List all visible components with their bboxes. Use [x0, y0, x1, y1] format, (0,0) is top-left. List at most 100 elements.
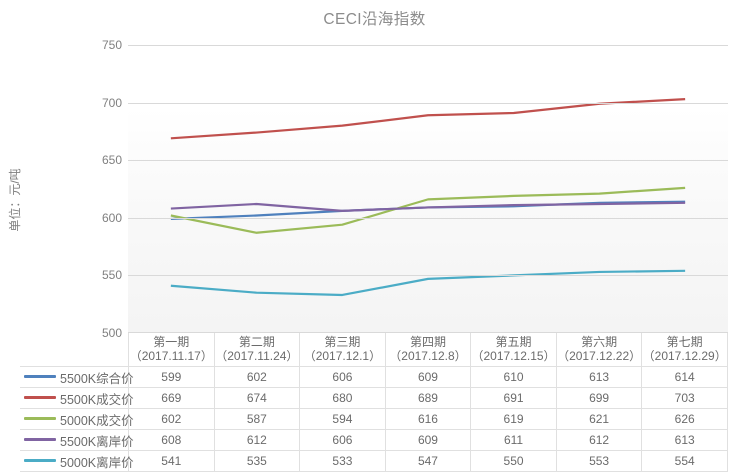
table-header-row: 第一期 （2017.11.17） 第二期 （2017.11.24） 第三期 （2017.1… [20, 333, 728, 367]
legend-label: 5500K综合价 [60, 371, 134, 386]
series-lines [170, 98, 686, 297]
table-row: 5500K离岸价 608 612 606 609 611 612 613 [20, 429, 728, 451]
column-header-2: 第三期 （2017.12.1） [299, 333, 386, 367]
column-header-period: 第六期 [581, 335, 618, 349]
legend-line-swatch-icon [24, 458, 56, 462]
column-header-period: 第四期 [409, 335, 446, 349]
data-cell-0-1: 602 [213, 366, 301, 388]
column-header-period: 第一期 [153, 335, 190, 349]
data-table: 第一期 （2017.11.17） 第二期 （2017.11.24） 第三期 （2017.1… [20, 333, 728, 472]
gridline-500 [128, 332, 728, 333]
data-cell-0-5: 613 [555, 366, 643, 388]
column-header-period: 第三期 [324, 335, 361, 349]
data-cell-2-3: 616 [384, 408, 472, 430]
gridline-550 [128, 275, 728, 277]
series-line-3 [170, 201, 686, 212]
column-header-3: 第四期 （2017.12.8） [384, 333, 472, 367]
column-header-date: （2017.11.17） [129, 349, 213, 363]
data-cell-4-5: 553 [555, 450, 643, 472]
column-header-date: （2017.12.15） [471, 349, 556, 363]
plot-area [128, 45, 728, 333]
legend-line-swatch-icon [24, 416, 56, 420]
data-cell-4-2: 533 [299, 450, 386, 472]
legend-item-2[interactable]: 5000K成交价 [20, 408, 134, 430]
data-cell-2-4: 619 [470, 408, 557, 430]
data-cell-2-0: 602 [128, 408, 215, 430]
legend-label: 5000K离岸价 [60, 455, 134, 470]
legend-item-3[interactable]: 5500K离岸价 [20, 429, 134, 451]
table-row: 5500K成交价 669 674 680 689 691 699 703 [20, 387, 728, 409]
column-header-date: （2017.11.24） [215, 349, 299, 363]
data-cell-3-4: 611 [470, 429, 557, 451]
data-cell-2-6: 626 [641, 408, 728, 430]
data-cell-2-2: 594 [299, 408, 386, 430]
gridline-700 [128, 102, 728, 104]
legend-line-swatch-icon [24, 437, 56, 441]
data-cell-4-6: 554 [641, 450, 728, 472]
data-cell-4-1: 535 [213, 450, 301, 472]
data-cell-3-5: 612 [555, 429, 643, 451]
data-cell-0-2: 606 [299, 366, 386, 388]
table-corner-cell [20, 333, 129, 367]
data-cell-0-4: 610 [470, 366, 557, 388]
data-cell-0-0: 599 [128, 366, 215, 388]
legend-item-1[interactable]: 5500K成交价 [20, 387, 134, 409]
gridline-600 [128, 217, 728, 219]
y-tick-600: 600 [101, 210, 122, 225]
series-line-1 [170, 98, 686, 140]
column-header-0: 第一期 （2017.11.17） [128, 333, 215, 367]
chart-title: CECI沿海指数 [323, 11, 426, 28]
data-cell-0-3: 609 [384, 366, 472, 388]
column-header-1: 第二期 （2017.11.24） [213, 333, 301, 367]
legend-line-swatch-icon [24, 374, 56, 378]
data-cell-3-0: 608 [128, 429, 215, 451]
legend-label: 5000K成交价 [60, 413, 134, 428]
data-cell-3-6: 613 [641, 429, 728, 451]
data-cell-0-6: 614 [641, 366, 728, 388]
data-cell-1-6: 703 [641, 387, 728, 409]
data-cell-3-2: 606 [299, 429, 386, 451]
column-header-date: （2017.12.29） [642, 349, 727, 363]
data-cell-1-0: 669 [128, 387, 215, 409]
series-line-4 [170, 269, 686, 297]
gridline-650 [128, 160, 728, 162]
column-header-period: 第七期 [666, 335, 703, 349]
column-header-period: 第五期 [495, 335, 532, 349]
y-axis-title: 单位：元/吨 [8, 168, 22, 232]
y-axis-tick-labels: 500 550 600 650 700 750 [80, 39, 122, 339]
table-row: 5500K综合价 599 602 606 609 610 613 614 [20, 366, 728, 388]
data-cell-3-3: 609 [384, 429, 472, 451]
data-cell-1-3: 689 [384, 387, 472, 409]
legend-line-swatch-icon [24, 395, 56, 399]
data-cell-1-1: 674 [213, 387, 301, 409]
legend-label: 5500K离岸价 [60, 434, 134, 449]
column-header-date: （2017.12.22） [557, 349, 642, 363]
series-line-2 [170, 186, 686, 234]
table-row: 5000K成交价 602 587 594 616 619 621 626 [20, 408, 728, 430]
column-header-5: 第六期 （2017.12.22） [555, 333, 643, 367]
data-cell-2-5: 621 [555, 408, 643, 430]
data-cell-1-5: 699 [555, 387, 643, 409]
data-cell-4-3: 547 [384, 450, 472, 472]
data-cell-1-4: 691 [470, 387, 557, 409]
column-header-period: 第二期 [238, 335, 275, 349]
y-tick-750: 750 [101, 38, 122, 52]
column-header-date: （2017.12.1） [303, 349, 382, 363]
data-cell-4-0: 541 [128, 450, 215, 472]
column-header-4: 第五期 （2017.12.15） [470, 333, 557, 367]
data-cell-3-1: 612 [213, 429, 301, 451]
y-tick-500: 500 [101, 326, 122, 340]
data-cell-2-1: 587 [213, 408, 301, 430]
y-tick-550: 550 [101, 268, 122, 283]
data-cell-1-2: 680 [299, 387, 386, 409]
legend-item-4[interactable]: 5000K离岸价 [20, 450, 134, 472]
y-tick-650: 650 [101, 153, 122, 168]
data-cell-4-4: 550 [470, 450, 557, 472]
legend-item-0[interactable]: 5500K综合价 [20, 366, 134, 388]
column-header-6: 第七期 （2017.12.29） [641, 333, 728, 367]
table-row: 5000K离岸价 541 535 533 547 550 553 554 [20, 450, 728, 472]
legend-label: 5500K成交价 [60, 392, 134, 407]
gridline-750 [128, 45, 728, 46]
y-tick-700: 700 [101, 95, 122, 110]
